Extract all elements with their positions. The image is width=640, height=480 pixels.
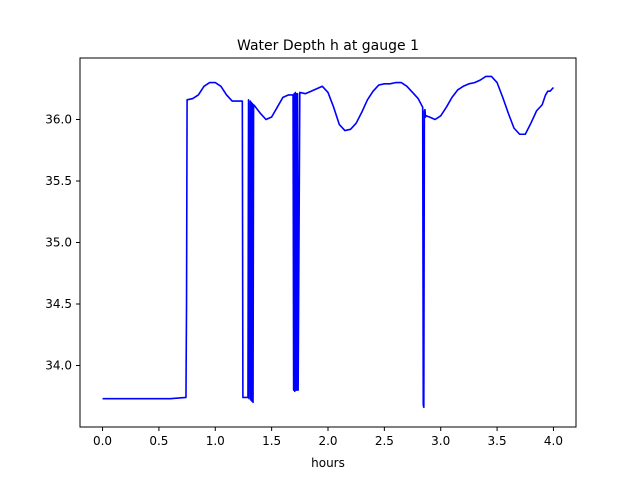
x-tick-label: 4.0 <box>544 434 563 448</box>
y-tick-label: 36.0 <box>45 113 72 127</box>
chart-title: Water Depth h at gauge 1 <box>237 38 419 54</box>
x-axis-ticks: 0.0 0.5 1.0 1.5 2.0 2.5 3.0 3.5 4.0 <box>93 427 563 448</box>
y-tick-label: 35.0 <box>45 236 72 250</box>
x-tick-label: 3.0 <box>431 434 450 448</box>
x-tick-label: 2.0 <box>318 434 337 448</box>
y-tick-label: 35.5 <box>45 174 72 188</box>
y-axis-ticks: 34.0 34.5 35.0 35.5 36.0 <box>45 113 80 373</box>
x-tick-label: 2.5 <box>375 434 394 448</box>
y-tick-label: 34.0 <box>45 359 72 373</box>
series-line-0 <box>102 75 555 409</box>
series-layer <box>102 75 555 409</box>
x-tick-label: 1.5 <box>262 434 281 448</box>
plot-background <box>80 58 576 427</box>
y-tick-label: 34.5 <box>45 297 72 311</box>
x-tick-label: 0.5 <box>149 434 168 448</box>
x-axis-label: hours <box>311 456 345 470</box>
x-tick-label: 3.5 <box>488 434 507 448</box>
x-tick-label: 0.0 <box>93 434 112 448</box>
plot-frame <box>79 57 577 428</box>
x-tick-label: 1.0 <box>206 434 225 448</box>
